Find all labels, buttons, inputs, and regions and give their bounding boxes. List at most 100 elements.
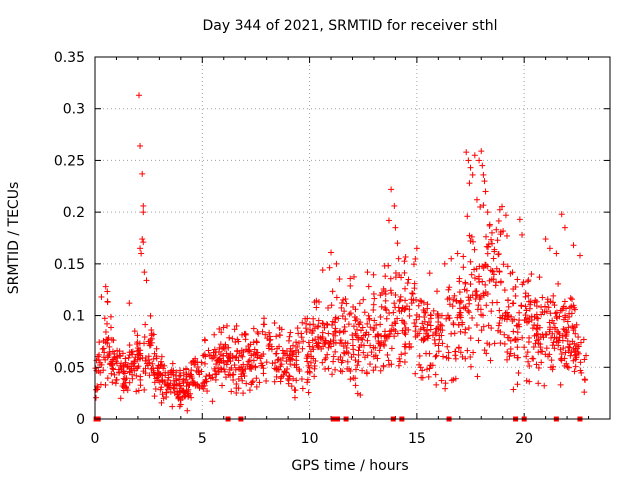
data-point — [402, 305, 409, 312]
data-point — [419, 367, 426, 374]
x-tick-label: 0 — [91, 431, 100, 447]
data-point — [325, 330, 332, 337]
data-point — [370, 327, 377, 334]
data-point — [163, 389, 170, 396]
data-point — [558, 211, 565, 218]
data-point — [222, 374, 229, 381]
data-point — [277, 378, 284, 385]
data-point — [510, 328, 517, 335]
data-point — [543, 331, 550, 338]
data-point — [198, 382, 205, 389]
data-point — [472, 296, 479, 303]
data-point — [137, 382, 144, 389]
data-point — [213, 361, 220, 368]
data-point — [156, 370, 163, 377]
data-point — [565, 364, 572, 371]
data-point — [306, 321, 313, 328]
data-point — [509, 317, 516, 324]
data-point — [373, 322, 380, 329]
data-point — [495, 322, 502, 329]
data-point — [296, 340, 303, 347]
data-point — [581, 389, 588, 396]
data-point — [417, 326, 424, 333]
data-point — [549, 317, 556, 324]
data-point — [515, 369, 522, 376]
data-point — [402, 331, 409, 338]
data-point — [111, 350, 118, 357]
data-point — [411, 320, 418, 327]
data-point — [530, 344, 537, 351]
data-point — [397, 296, 404, 303]
data-point — [461, 286, 468, 293]
data-point — [576, 252, 583, 259]
data-point — [454, 250, 461, 257]
data-point — [285, 377, 292, 384]
data-point — [311, 373, 318, 380]
data-point — [233, 389, 240, 396]
data-point — [97, 359, 104, 366]
data-point — [421, 314, 428, 321]
data-point — [372, 344, 379, 351]
data-point — [160, 365, 167, 372]
data-point — [108, 370, 115, 377]
data-point — [575, 334, 582, 341]
data-point — [139, 354, 146, 361]
data-point — [271, 378, 278, 385]
data-point — [413, 311, 420, 318]
data-point — [273, 350, 280, 357]
data-point — [480, 202, 487, 209]
data-point — [238, 371, 245, 378]
data-point — [420, 307, 427, 314]
chart-title: Day 344 of 2021, SRMTID for receiver sth… — [203, 18, 498, 34]
data-point — [397, 358, 404, 365]
data-point — [126, 342, 133, 349]
data-point — [169, 360, 176, 367]
data-point — [137, 245, 144, 252]
data-point — [229, 335, 236, 342]
data-point — [528, 271, 535, 278]
data-point — [500, 261, 507, 268]
data-point — [573, 354, 580, 361]
data-point — [333, 294, 340, 301]
data-point — [123, 375, 130, 382]
data-point — [116, 352, 123, 359]
data-point — [104, 298, 111, 305]
data-point — [255, 330, 262, 337]
data-point — [149, 360, 156, 367]
data-point — [507, 337, 514, 344]
data-point — [493, 226, 500, 233]
data-point — [200, 380, 207, 387]
data-point — [388, 361, 395, 368]
data-point — [536, 274, 543, 281]
data-point — [263, 377, 270, 384]
data-point — [120, 368, 127, 375]
data-point — [392, 304, 399, 311]
data-point — [217, 365, 224, 372]
data-point — [367, 342, 374, 349]
data-point — [303, 320, 310, 327]
data-point — [391, 319, 398, 326]
data-point — [98, 293, 105, 300]
data-point — [155, 363, 162, 370]
data-point — [313, 304, 320, 311]
data-point — [406, 306, 413, 313]
data-point — [457, 297, 464, 304]
data-point — [262, 331, 269, 338]
data-point — [352, 382, 359, 389]
data-point — [465, 157, 472, 164]
data-point — [271, 365, 278, 372]
data-point — [473, 196, 480, 203]
data-point — [451, 330, 458, 337]
data-point — [548, 357, 555, 364]
data-point — [360, 296, 367, 303]
data-point — [254, 352, 261, 359]
data-point — [212, 371, 219, 378]
data-point — [577, 339, 584, 346]
data-point — [380, 341, 387, 348]
data-point — [397, 293, 404, 300]
data-point — [128, 349, 135, 356]
data-point — [505, 297, 512, 304]
data-point — [306, 369, 313, 376]
data-point — [124, 363, 131, 370]
